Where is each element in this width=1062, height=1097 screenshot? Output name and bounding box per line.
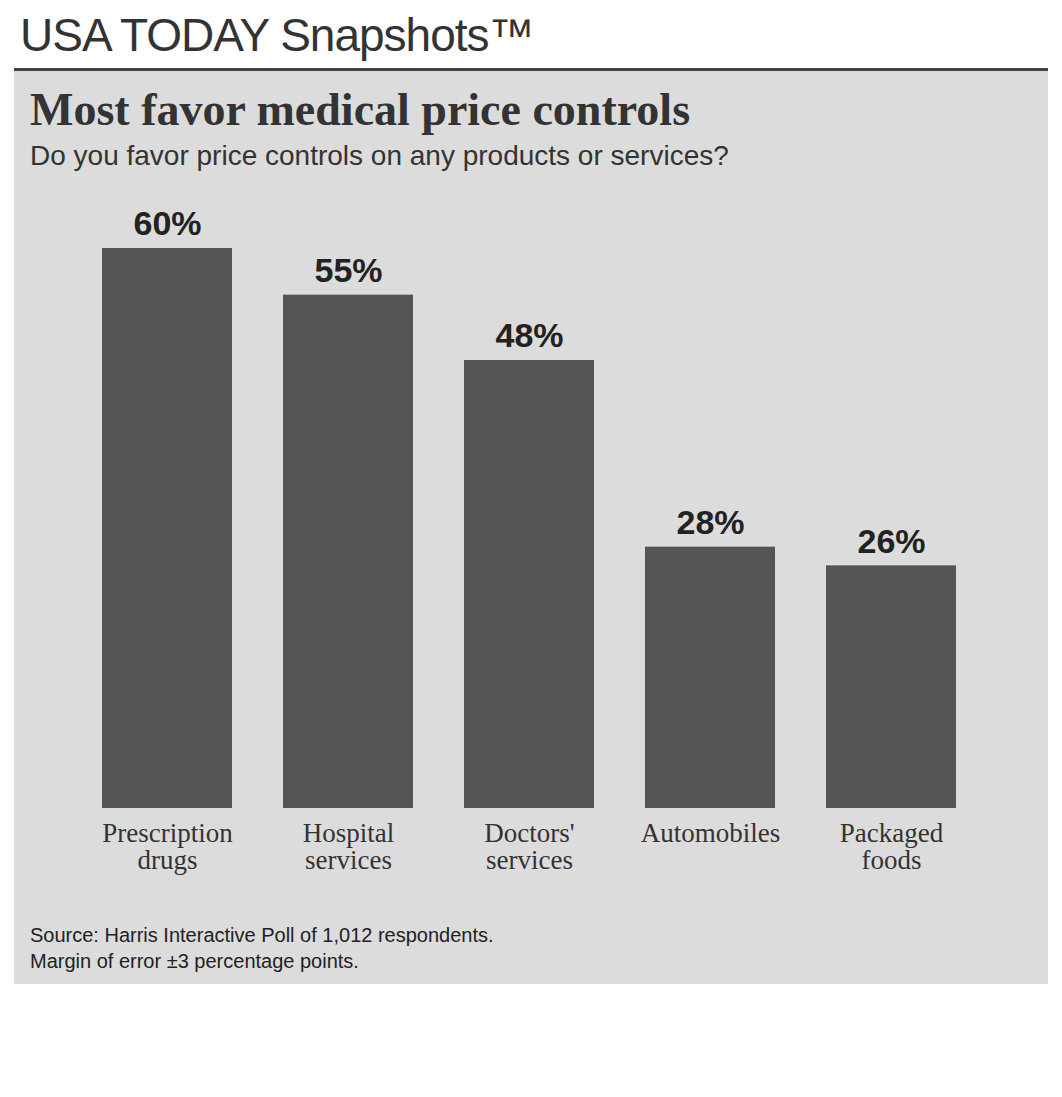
svg-text:26%: 26%	[857, 521, 925, 559]
html-text:USA TODAY Snapshots™: USA TODAY Snapshots™	[20, 9, 534, 61]
html-text:Most favor medical price contr: Most favor medical price controls	[30, 84, 690, 135]
svg-text:55%: 55%	[314, 251, 382, 289]
svg-text:Packagedfoods: Packagedfoods	[840, 817, 944, 874]
svg-text:Prescriptiondrugs: Prescriptiondrugs	[102, 817, 233, 874]
svg-text:Doctors'services: Doctors'services	[484, 817, 574, 874]
svg-text:28%: 28%	[676, 503, 744, 541]
html-text:Do you favor price controls on: Do you favor price controls on any produ…	[30, 139, 729, 171]
svg-text:Hospitalservices: Hospitalservices	[303, 817, 395, 874]
html-text:Source: Harris Interactive Pol: Source: Harris Interactive Poll of 1,012…	[30, 923, 494, 946]
svg-text:48%: 48%	[495, 316, 563, 354]
svg-text:Automobiles: Automobiles	[641, 817, 781, 847]
svg-text:60%: 60%	[133, 204, 201, 242]
html-text:Margin of error ±3 percentage: Margin of error ±3 percentage points.	[30, 949, 359, 972]
